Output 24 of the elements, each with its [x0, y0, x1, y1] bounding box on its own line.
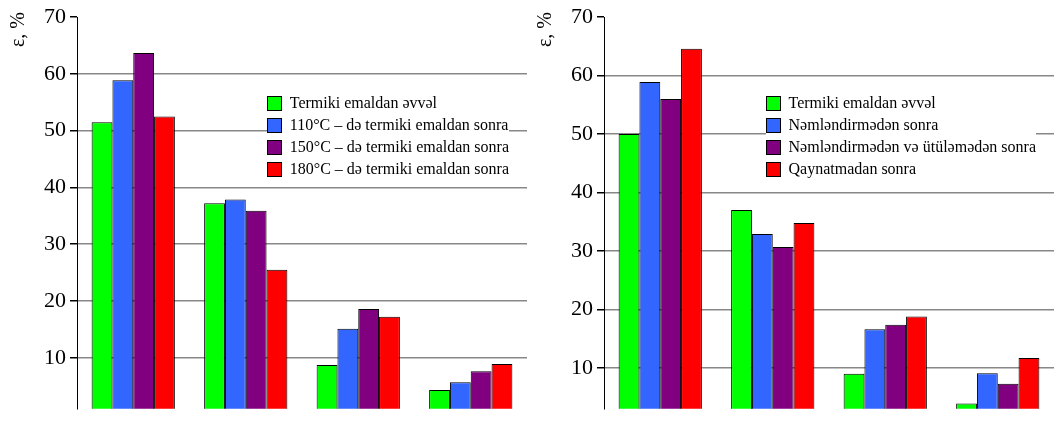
legend-label: 110°C – də termiki emaldan sonra — [289, 115, 509, 135]
legend-label: Termiki emaldan əvvəl — [788, 93, 936, 113]
y-tick-label: 30 — [44, 230, 66, 255]
y-tick-label: 70 — [571, 2, 593, 28]
y-tick-label: 60 — [571, 61, 593, 87]
y-tick-label: 20 — [44, 286, 66, 312]
y-tick-label: 30 — [571, 236, 593, 262]
y-tick-label: 20 — [571, 295, 593, 321]
legend-label: Qaynatmadan sonra — [788, 159, 917, 180]
y-tick-label: 50 — [44, 116, 66, 142]
legend-label: Nəmləndirmədən sonra — [788, 115, 939, 135]
legend-label: Termiki emaldan əvvəl — [289, 93, 438, 113]
y-axis-title: ε, % — [6, 12, 29, 48]
y-tick-label: 10 — [44, 343, 66, 369]
y-tick-label: 40 — [571, 178, 593, 204]
y-tick-label: 50 — [571, 119, 593, 145]
y-tick-label: 70 — [44, 2, 66, 28]
legend-label: 150°C – də termiki emaldan sonra — [289, 137, 509, 157]
y-tick-label: 40 — [44, 173, 66, 199]
y-tick-label: 10 — [571, 353, 593, 379]
y-tick-label: 60 — [44, 59, 66, 85]
legend-label: 180°C – də termiki emaldan sonra — [289, 159, 509, 179]
y-axis-title: ε, % — [533, 12, 556, 48]
legend-label: Nəmləndirmədən və ütüləmədən sonra — [788, 137, 1036, 157]
